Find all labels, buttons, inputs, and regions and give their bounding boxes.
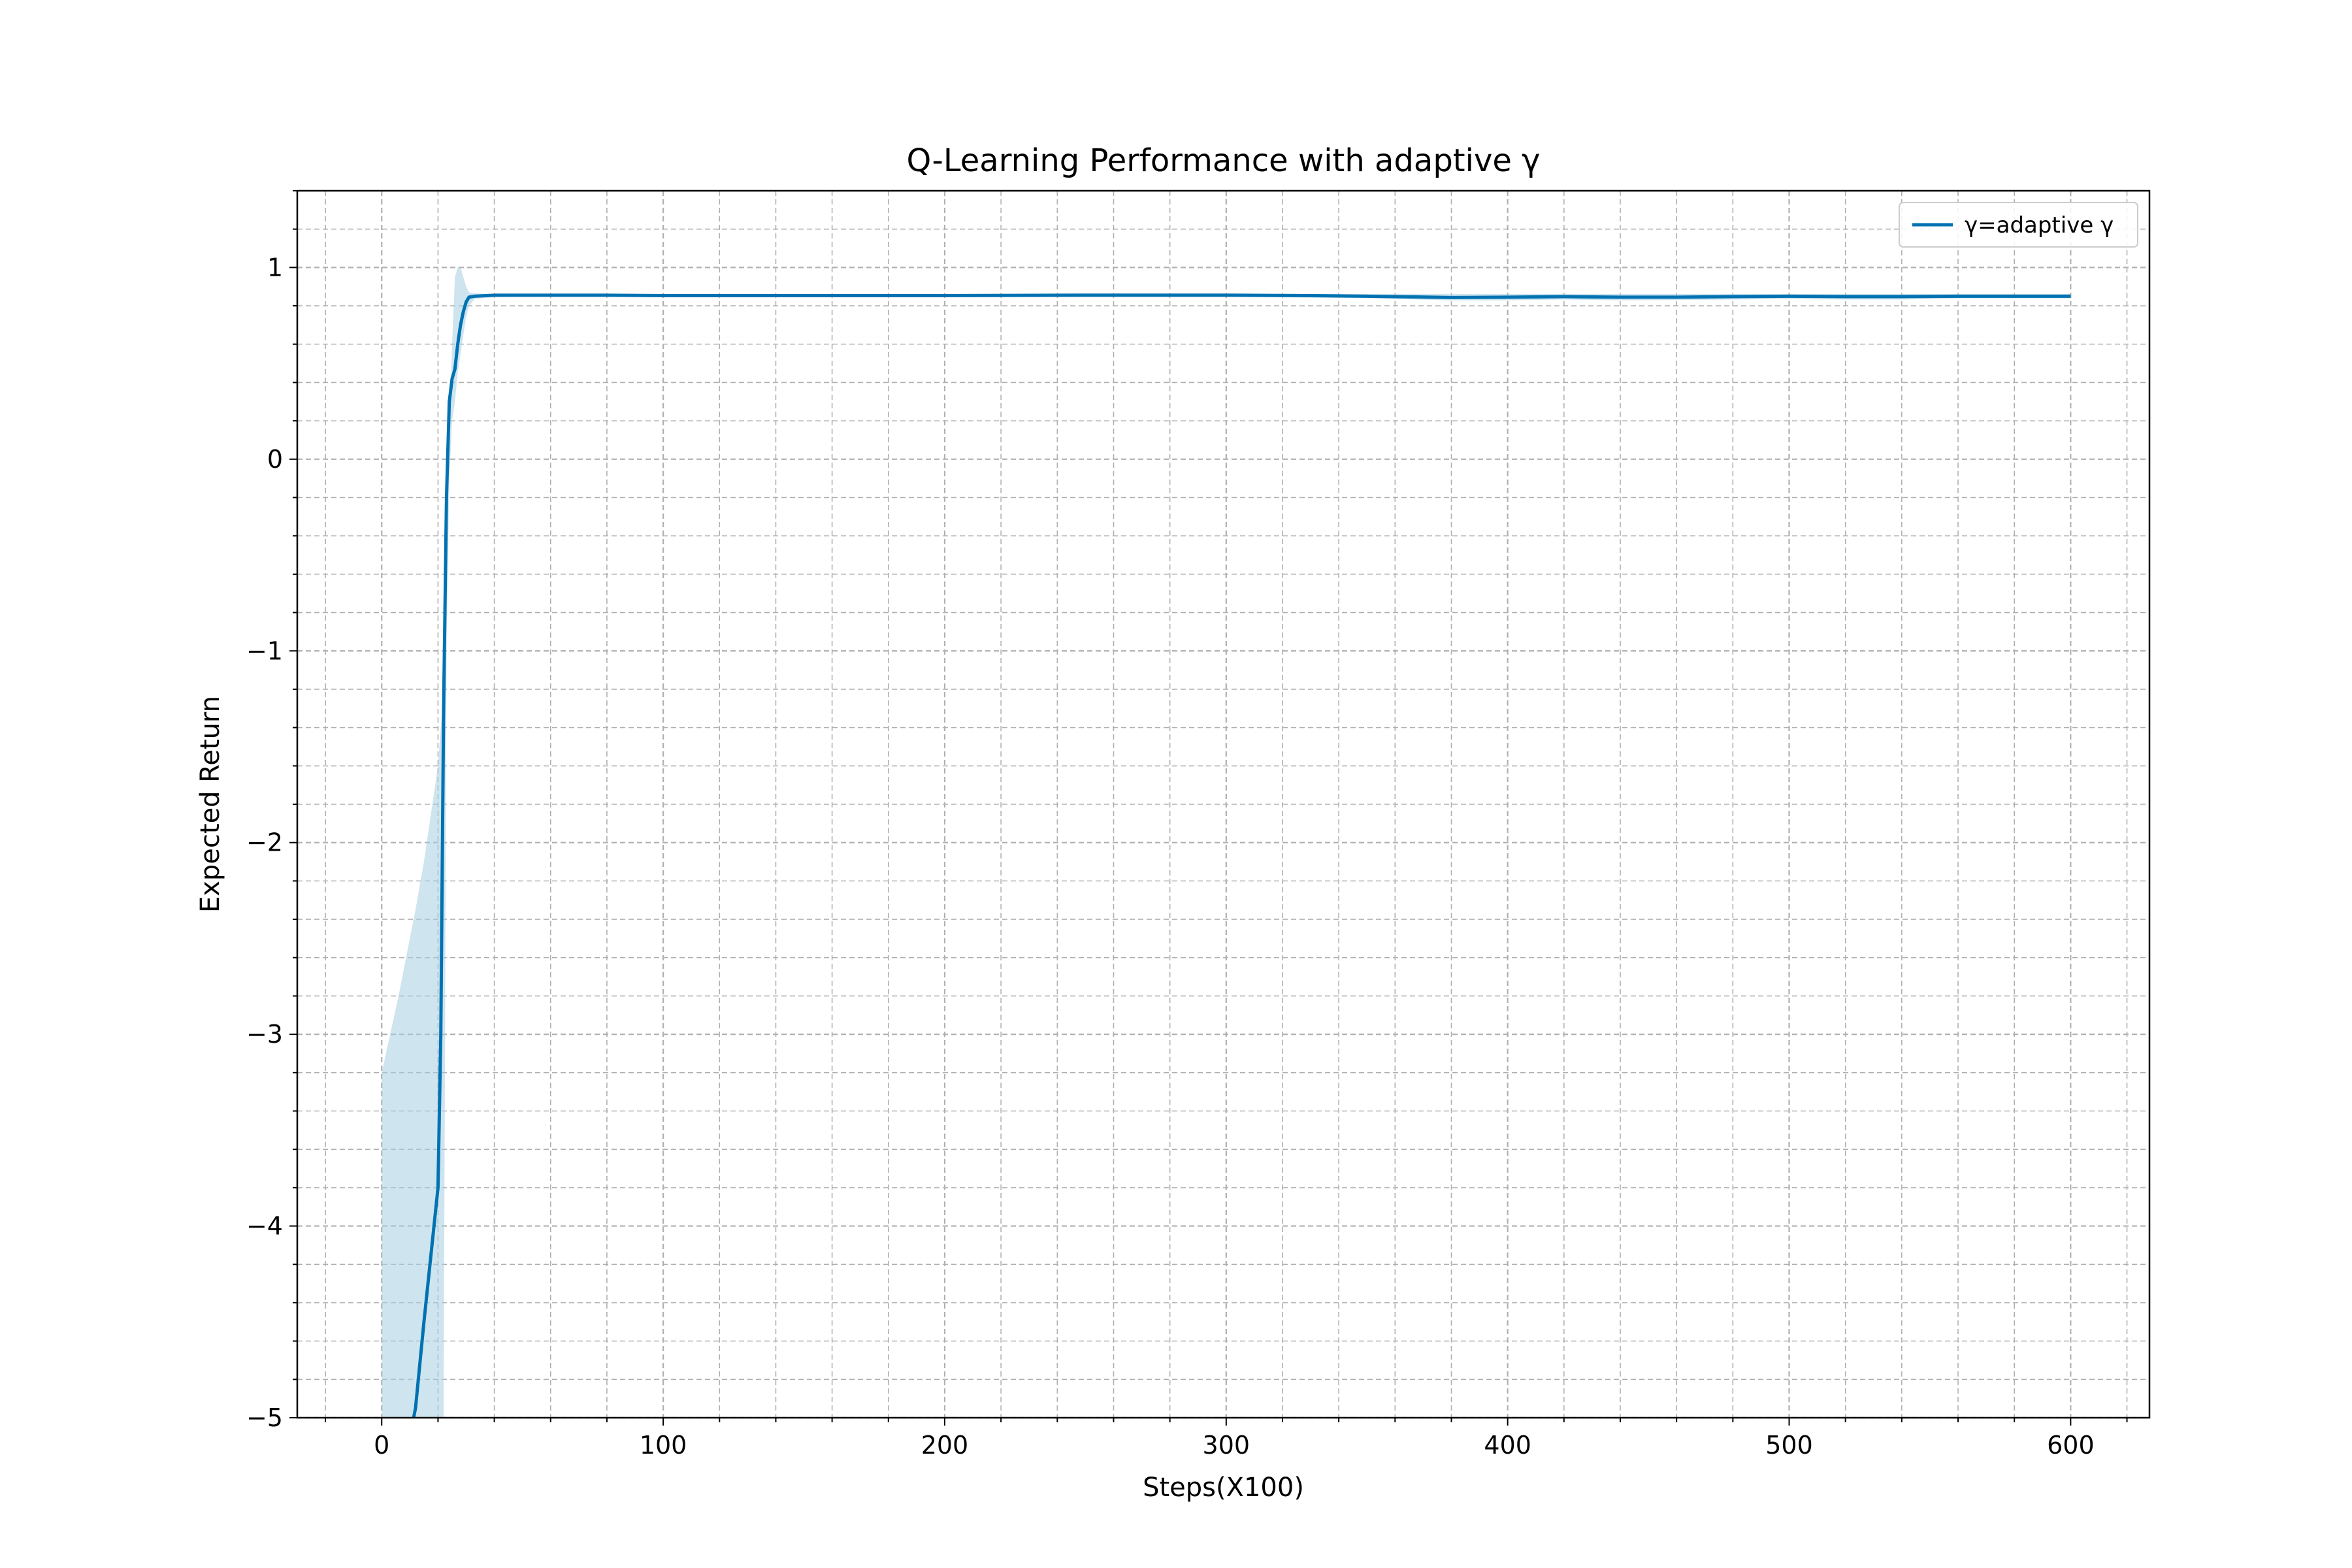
- legend: γ=adaptive γ: [1899, 202, 2138, 248]
- y-tick-label: 1: [267, 253, 283, 282]
- x-axis-title: Steps(X100): [1143, 1473, 1304, 1503]
- tick-layer: 0 100 200 300 400 500 600 −5 −4 −3 −2 −1 0 1: [246, 190, 2128, 1460]
- chart-title: Q-Learning Performance with adaptive γ: [906, 142, 1540, 179]
- legend-label: γ=adaptive γ: [1965, 212, 2114, 238]
- x-tick-label: 300: [1203, 1431, 1250, 1460]
- y-axis-title: Expected Return: [195, 696, 225, 913]
- x-tick-label: 600: [2047, 1431, 2095, 1460]
- grid-layer: [297, 190, 2149, 1419]
- x-tick-label: 100: [640, 1431, 687, 1460]
- x-tick-label: 400: [1484, 1431, 1531, 1460]
- x-tick-label: 0: [374, 1431, 389, 1460]
- y-tick-label: −1: [246, 636, 283, 665]
- x-tick-label: 200: [921, 1431, 969, 1460]
- x-tick-label: 500: [1765, 1431, 1813, 1460]
- series-line: [412, 293, 2071, 1418]
- y-tick-label: −5: [246, 1403, 283, 1432]
- legend-box: [1899, 202, 2138, 248]
- series-line-layer: [412, 293, 2071, 1418]
- y-tick-label: −4: [246, 1212, 283, 1241]
- y-tick-label: 0: [267, 445, 283, 474]
- y-tick-label: −2: [246, 828, 283, 857]
- y-tick-label: −3: [246, 1020, 283, 1049]
